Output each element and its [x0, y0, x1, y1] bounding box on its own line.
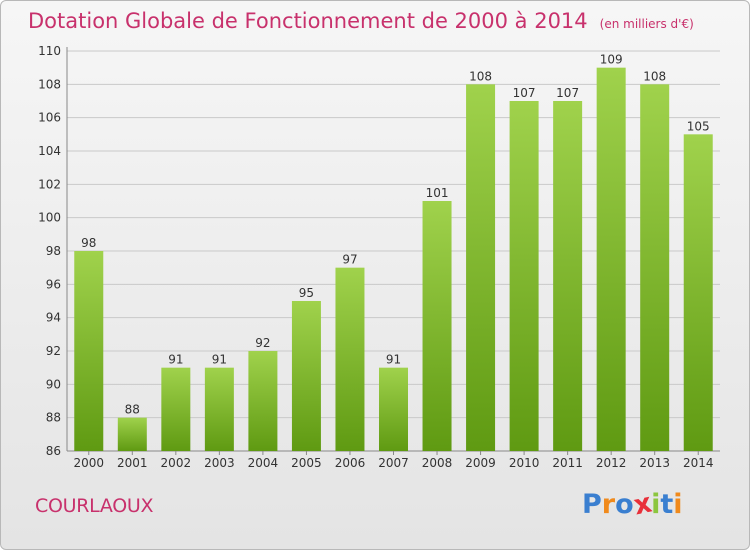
data-label-2013: 108 [643, 69, 666, 83]
data-label-2001: 88 [125, 403, 140, 417]
y-tick-label: 94 [46, 311, 61, 325]
x-tick-label-2000: 2000 [73, 456, 104, 470]
data-label-2008: 101 [426, 186, 449, 200]
y-tick-label: 106 [38, 111, 61, 125]
y-tick-label: 98 [46, 244, 61, 258]
bar-2003 [204, 367, 234, 451]
bar-2002 [161, 367, 191, 451]
data-label-2009: 108 [469, 69, 492, 83]
y-tick-label: 90 [46, 377, 61, 391]
chart-unit-note: (en milliers d'€) [599, 17, 694, 31]
y-tick-label: 92 [46, 344, 61, 358]
x-tick-label-2012: 2012 [596, 456, 627, 470]
logo-letter: o [615, 489, 634, 520]
chart-title: Dotation Globale de Fonctionnement de 20… [28, 9, 694, 33]
x-tick-label-2013: 2013 [639, 456, 670, 470]
x-tick-label-2011: 2011 [552, 456, 583, 470]
data-label-2011: 107 [556, 86, 579, 100]
data-label-2003: 91 [212, 353, 227, 367]
y-tick-label: 108 [38, 77, 61, 91]
bar-2001 [117, 417, 147, 451]
logo-letter: i [651, 489, 661, 520]
x-tick-label-2003: 2003 [204, 456, 235, 470]
x-tick-label-2008: 2008 [422, 456, 453, 470]
commune-name: COURLAOUX [35, 495, 154, 517]
bar-2013 [640, 84, 670, 451]
data-label-2012: 109 [600, 53, 623, 67]
y-tick-label: 110 [38, 44, 61, 58]
bar-2006 [335, 267, 365, 451]
y-tick-label: 88 [46, 411, 61, 425]
logo-letter: i [673, 489, 683, 520]
x-tick-label-2006: 2006 [335, 456, 366, 470]
y-tick-label: 102 [38, 177, 61, 191]
y-tick-label: 86 [46, 444, 61, 458]
bar-2005 [291, 301, 321, 451]
bar-2010 [509, 101, 539, 451]
bar-2009 [466, 84, 496, 451]
y-tick-label: 100 [38, 211, 61, 225]
bar-2000 [74, 251, 104, 451]
data-labels: 98 88 91 91 92 95 97 91 101 108 107 107 109 108 105 [81, 53, 710, 417]
bar-2012 [596, 67, 626, 452]
bar-2011 [553, 101, 583, 451]
data-label-2005: 95 [299, 286, 314, 300]
bar-2014 [683, 134, 713, 452]
x-tick-label-2002: 2002 [161, 456, 192, 470]
bar-2008 [422, 201, 452, 451]
bars [74, 67, 713, 452]
logo-letter: P [582, 489, 602, 520]
x-tick-label-2009: 2009 [465, 456, 496, 470]
data-label-2010: 107 [513, 86, 536, 100]
tick-labels: 86 88 90 92 94 96 98 100 102 104 106 108 110 2000 2001… [38, 44, 713, 470]
data-label-2000: 98 [81, 236, 96, 250]
x-tick-label-2005: 2005 [291, 456, 322, 470]
x-tick-label-2007: 2007 [378, 456, 409, 470]
x-tick-label-2001: 2001 [117, 456, 148, 470]
data-label-2002: 91 [168, 353, 183, 367]
chart-title-text: Dotation Globale de Fonctionnement de 20… [28, 9, 588, 33]
y-tick-label: 96 [46, 277, 61, 291]
y-tick-label: 104 [38, 144, 61, 158]
logo-letter: t [660, 489, 674, 520]
bar-2007 [379, 367, 408, 451]
data-label-2007: 91 [386, 353, 401, 367]
data-label-2006: 97 [342, 253, 357, 267]
logo-letter: r [601, 489, 616, 520]
proxiti-logo: Proxiti [582, 488, 683, 522]
x-tick-label-2004: 2004 [248, 456, 279, 470]
x-tick-label-2010: 2010 [509, 456, 540, 470]
data-label-2014: 105 [687, 119, 710, 133]
bar-2004 [248, 351, 278, 451]
data-label-2004: 92 [255, 336, 270, 350]
x-tick-label-2014: 2014 [683, 456, 714, 470]
